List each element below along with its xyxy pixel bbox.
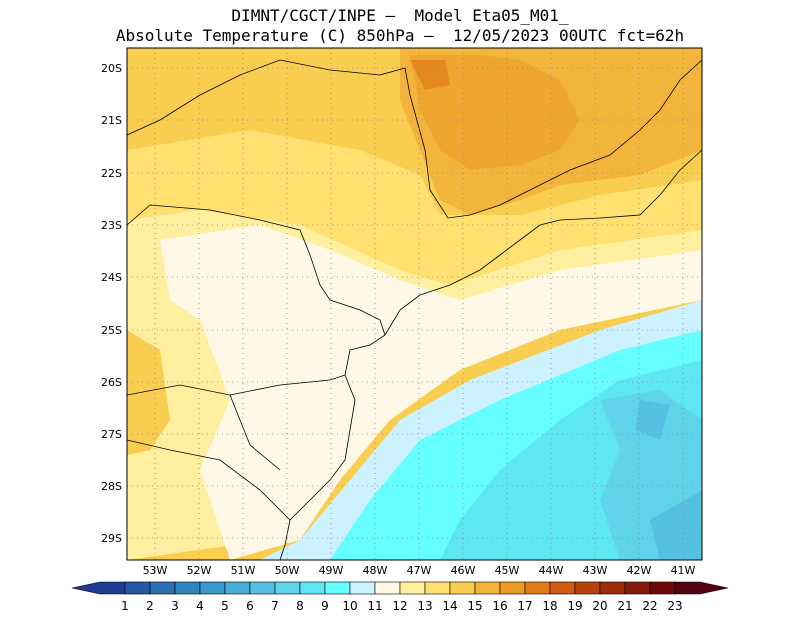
- lat-label: 21S: [101, 114, 122, 127]
- lon-label: 52W: [187, 564, 212, 577]
- lat-label: 20S: [101, 62, 122, 75]
- colorbar-swatch: [499, 581, 526, 595]
- colorbar-label: 22: [642, 599, 657, 613]
- colorbar-swatch: [174, 581, 201, 595]
- colorbar-swatch: [624, 581, 651, 595]
- colorbar-label: 6: [246, 599, 254, 613]
- colorbar-swatch: [549, 581, 576, 595]
- colorbar-label: 13: [417, 599, 432, 613]
- coastlines: [127, 59, 702, 560]
- colorbar-swatch: [599, 581, 626, 595]
- colorbar-label: 19: [567, 599, 582, 613]
- colorbar-label: 5: [221, 599, 229, 613]
- colorbar-swatch: [399, 581, 426, 595]
- lat-label: 22S: [101, 167, 122, 180]
- colorbar-label: 11: [367, 599, 382, 613]
- lon-label: 53W: [143, 564, 168, 577]
- colorbar-label: 20: [592, 599, 607, 613]
- lat-label: 26S: [101, 376, 122, 389]
- colorbar-label: 8: [296, 599, 304, 613]
- colorbar-label: 14: [442, 599, 457, 613]
- lon-label: 46W: [451, 564, 476, 577]
- gridlines: [127, 48, 702, 560]
- colorbar-label: 17: [517, 599, 532, 613]
- colorbar-swatch: [449, 581, 476, 595]
- plot-frame: [126, 47, 703, 561]
- lon-label: 43W: [583, 564, 608, 577]
- colorbar-label: 23: [667, 599, 682, 613]
- colorbar-label: 1: [121, 599, 129, 613]
- lat-label: 23S: [101, 219, 122, 232]
- colorbar-label: 15: [467, 599, 482, 613]
- lon-label: 42W: [627, 564, 652, 577]
- colorbar-swatch: [574, 581, 601, 595]
- colorbar-label: 9: [321, 599, 329, 613]
- lon-label: 49W: [319, 564, 344, 577]
- colorbar-label: 16: [492, 599, 507, 613]
- chart-title-line1: DIMNT/CGCT/INPE – Model Eta05_M01_: [231, 6, 569, 25]
- colorbar-arrow-high: [674, 581, 729, 595]
- colorbar-swatch: [649, 581, 676, 595]
- lon-label: 47W: [407, 564, 432, 577]
- colorbar-swatch: [324, 581, 351, 595]
- lon-label: 50W: [275, 564, 300, 577]
- lat-labels: 20S 21S 22S 23S 24S 25S 26S 27S 28S 29S: [101, 62, 122, 545]
- lon-label: 48W: [363, 564, 388, 577]
- colorbar-swatch: [524, 581, 551, 595]
- colorbar-swatch: [149, 581, 176, 595]
- lon-label: 45W: [495, 564, 520, 577]
- lon-label: 41W: [671, 564, 696, 577]
- colorbar: 1 2 3 4 5 6 7 8 9 10 11 12 13 14 15 16 17 18 19 20 21 22 23: [71, 581, 729, 613]
- temperature-field: [127, 48, 702, 560]
- lon-label: 44W: [539, 564, 564, 577]
- colorbar-swatch: [474, 581, 501, 595]
- colorbar-swatch: [274, 581, 301, 595]
- colorbar-label: 18: [542, 599, 557, 613]
- lat-label: 24S: [101, 271, 122, 284]
- colorbar-swatch: [199, 581, 226, 595]
- colorbar-label: 3: [171, 599, 179, 613]
- lon-labels: 53W 52W 51W 50W 49W 48W 47W 46W 45W 44W …: [143, 564, 696, 577]
- colorbar-swatch: [424, 581, 451, 595]
- lat-label: 29S: [101, 532, 122, 545]
- colorbar-swatch: [299, 581, 326, 595]
- colorbar-label: 12: [392, 599, 407, 613]
- colorbar-swatch: [124, 581, 151, 595]
- colorbar-swatch: [349, 581, 376, 595]
- colorbar-arrow-low: [71, 581, 126, 595]
- lat-label: 27S: [101, 428, 122, 441]
- lat-label: 28S: [101, 480, 122, 493]
- colorbar-label: 10: [342, 599, 357, 613]
- colorbar-swatch: [249, 581, 276, 595]
- lat-label: 25S: [101, 324, 122, 337]
- lon-label: 51W: [231, 564, 256, 577]
- colorbar-swatch: [374, 581, 401, 595]
- colorbar-label: 2: [146, 599, 154, 613]
- colorbar-swatch: [224, 581, 251, 595]
- colorbar-label: 7: [271, 599, 279, 613]
- chart-title-line2: Absolute Temperature (C) 850hPa – 12/05/…: [115, 26, 685, 45]
- colorbar-label: 21: [617, 599, 632, 613]
- colorbar-label: 4: [196, 599, 204, 613]
